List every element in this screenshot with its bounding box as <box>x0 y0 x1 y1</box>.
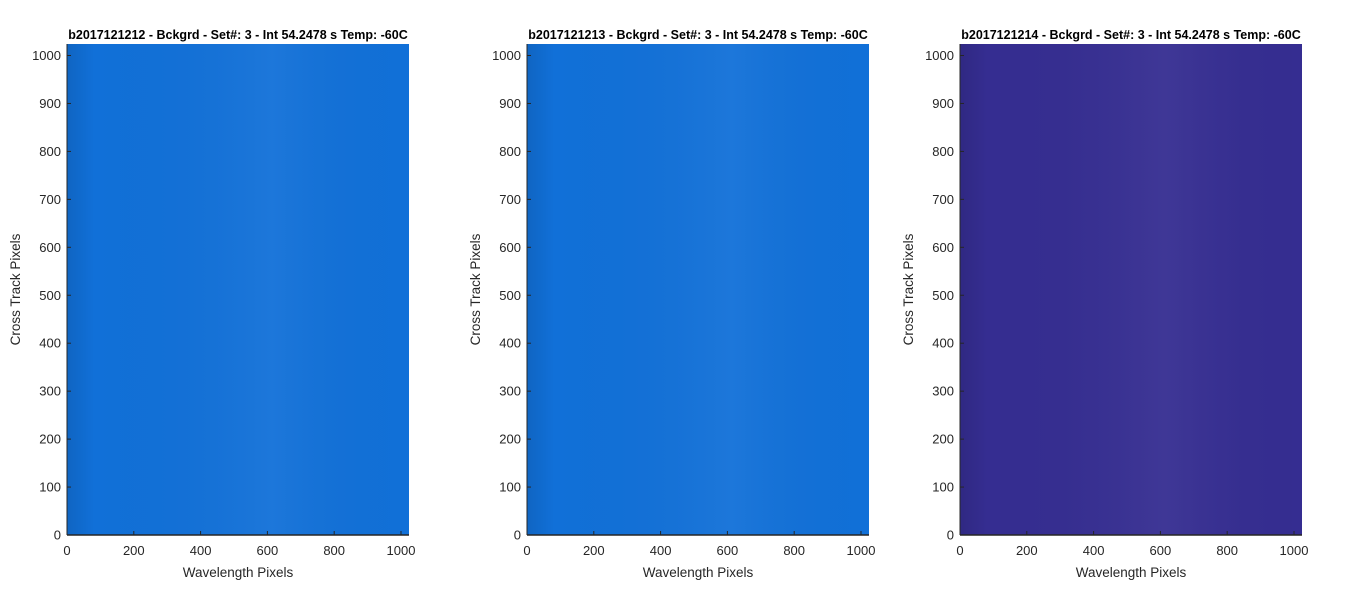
y-tick-label: 800 <box>499 144 521 159</box>
x-tick-label: 1000 <box>387 543 416 558</box>
chart-title: b2017121214 - Bckgrd - Set#: 3 - Int 54.… <box>961 28 1301 42</box>
x-tick-label: 200 <box>1016 543 1038 558</box>
heatmap-shading <box>960 44 1302 535</box>
x-tick-label: 600 <box>1150 543 1172 558</box>
y-tick-label: 300 <box>39 384 61 399</box>
chart-title: b2017121213 - Bckgrd - Set#: 3 - Int 54.… <box>528 28 868 42</box>
x-axis-label: Wavelength Pixels <box>183 565 294 580</box>
y-tick-label: 1000 <box>32 48 61 63</box>
y-tick-label: 0 <box>54 528 61 543</box>
x-tick-label: 800 <box>323 543 345 558</box>
y-axis-label: Cross Track Pixels <box>8 233 23 345</box>
y-tick-label: 700 <box>39 192 61 207</box>
y-tick-label: 100 <box>39 480 61 495</box>
y-tick-label: 600 <box>39 240 61 255</box>
y-tick-label: 400 <box>932 336 954 351</box>
y-tick-label: 800 <box>39 144 61 159</box>
y-tick-label: 700 <box>932 192 954 207</box>
chart-panel-1: b2017121212 - Bckgrd - Set#: 3 - Int 54.… <box>8 28 415 580</box>
x-tick-label: 0 <box>63 543 70 558</box>
y-tick-label: 200 <box>932 432 954 447</box>
y-tick-label: 800 <box>932 144 954 159</box>
x-tick-label: 800 <box>1216 543 1238 558</box>
x-tick-label: 600 <box>717 543 739 558</box>
y-tick-label: 1000 <box>492 48 521 63</box>
chart-title: b2017121212 - Bckgrd - Set#: 3 - Int 54.… <box>68 28 408 42</box>
heatmap-shading <box>527 44 869 535</box>
y-tick-label: 200 <box>39 432 61 447</box>
y-tick-label: 100 <box>932 480 954 495</box>
x-tick-label: 1000 <box>1280 543 1309 558</box>
x-tick-label: 0 <box>956 543 963 558</box>
y-tick-label: 500 <box>932 288 954 303</box>
y-tick-label: 100 <box>499 480 521 495</box>
y-axis-label: Cross Track Pixels <box>468 233 483 345</box>
y-tick-label: 900 <box>499 96 521 111</box>
y-tick-label: 400 <box>39 336 61 351</box>
heatmap-shading <box>67 44 409 535</box>
y-tick-label: 900 <box>932 96 954 111</box>
y-tick-label: 700 <box>499 192 521 207</box>
y-tick-label: 500 <box>499 288 521 303</box>
y-axis-label: Cross Track Pixels <box>901 233 916 345</box>
x-tick-label: 600 <box>257 543 279 558</box>
x-axis-label: Wavelength Pixels <box>643 565 754 580</box>
y-tick-label: 600 <box>499 240 521 255</box>
chart-panel-2: b2017121213 - Bckgrd - Set#: 3 - Int 54.… <box>468 28 875 580</box>
y-tick-label: 900 <box>39 96 61 111</box>
x-tick-label: 0 <box>523 543 530 558</box>
x-tick-label: 400 <box>650 543 672 558</box>
x-tick-label: 400 <box>1083 543 1105 558</box>
x-tick-label: 1000 <box>847 543 876 558</box>
x-tick-label: 800 <box>783 543 805 558</box>
x-axis-label: Wavelength Pixels <box>1076 565 1187 580</box>
y-tick-label: 1000 <box>925 48 954 63</box>
y-tick-label: 300 <box>499 384 521 399</box>
y-tick-label: 500 <box>39 288 61 303</box>
y-tick-label: 200 <box>499 432 521 447</box>
y-tick-label: 600 <box>932 240 954 255</box>
x-tick-label: 200 <box>123 543 145 558</box>
x-tick-label: 400 <box>190 543 212 558</box>
y-tick-label: 0 <box>514 528 521 543</box>
y-tick-label: 300 <box>932 384 954 399</box>
x-tick-label: 200 <box>583 543 605 558</box>
chart-panel-3: b2017121214 - Bckgrd - Set#: 3 - Int 54.… <box>901 28 1308 580</box>
y-tick-label: 400 <box>499 336 521 351</box>
y-tick-label: 0 <box>947 528 954 543</box>
